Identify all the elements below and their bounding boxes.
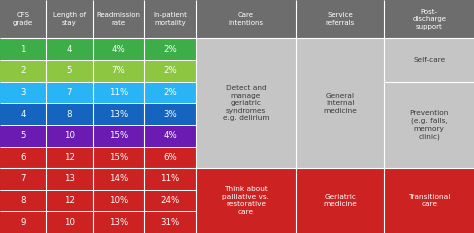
Bar — [144, 190, 196, 211]
Bar — [296, 168, 384, 233]
Text: 4: 4 — [20, 110, 26, 119]
Text: Prevention
(e.g. falls,
memory
clinic): Prevention (e.g. falls, memory clinic) — [410, 110, 449, 140]
Text: 31%: 31% — [161, 218, 180, 227]
Text: 4%: 4% — [163, 131, 177, 140]
Text: 4: 4 — [67, 45, 72, 54]
Bar — [0, 103, 46, 125]
Text: 1: 1 — [20, 45, 26, 54]
Bar — [196, 168, 296, 233]
Bar — [46, 168, 93, 190]
Text: 12: 12 — [64, 153, 75, 162]
Text: 7%: 7% — [111, 66, 126, 75]
Text: 2: 2 — [20, 66, 26, 75]
Text: 15%: 15% — [109, 131, 128, 140]
Bar — [46, 147, 93, 168]
Text: 7: 7 — [20, 175, 26, 183]
Text: 3%: 3% — [163, 110, 177, 119]
Text: 13: 13 — [64, 175, 75, 183]
Bar — [93, 82, 144, 103]
Text: Geriatric
medicine: Geriatric medicine — [323, 194, 357, 207]
Bar — [93, 60, 144, 82]
Bar — [296, 0, 384, 38]
Text: Post-
discharge
support: Post- discharge support — [412, 9, 446, 30]
Bar — [196, 38, 296, 168]
Text: 2%: 2% — [163, 88, 177, 97]
Bar — [144, 168, 196, 190]
Bar — [384, 0, 474, 38]
Bar — [0, 125, 46, 147]
Text: Readmission
rate: Readmission rate — [97, 13, 140, 26]
Text: 11%: 11% — [161, 175, 180, 183]
Bar — [0, 190, 46, 211]
Text: 3: 3 — [20, 88, 26, 97]
Text: 12: 12 — [64, 196, 75, 205]
Text: Length of
stay: Length of stay — [53, 13, 86, 26]
Bar — [46, 82, 93, 103]
Bar — [46, 125, 93, 147]
Text: Care
intentions: Care intentions — [228, 13, 264, 26]
Bar — [93, 190, 144, 211]
Bar — [93, 125, 144, 147]
Bar — [144, 125, 196, 147]
Bar — [0, 38, 46, 60]
Bar — [144, 0, 196, 38]
Bar — [93, 38, 144, 60]
Text: 11%: 11% — [109, 88, 128, 97]
Bar — [384, 168, 474, 233]
Text: 10: 10 — [64, 218, 75, 227]
Text: 9: 9 — [20, 218, 26, 227]
Text: 5: 5 — [67, 66, 72, 75]
Text: 2%: 2% — [163, 66, 177, 75]
Text: 2%: 2% — [163, 45, 177, 54]
Bar — [0, 211, 46, 233]
Text: In-patient
mortality: In-patient mortality — [153, 13, 187, 26]
Text: Service
referrals: Service referrals — [326, 13, 355, 26]
Text: 7: 7 — [67, 88, 72, 97]
Text: 8: 8 — [67, 110, 72, 119]
Text: Detect and
manage
geriatric
syndromes
e.g. delirium: Detect and manage geriatric syndromes e.… — [223, 85, 269, 121]
Bar — [0, 168, 46, 190]
Text: 13%: 13% — [109, 110, 128, 119]
Bar — [144, 103, 196, 125]
Text: 13%: 13% — [109, 218, 128, 227]
Text: 8: 8 — [20, 196, 26, 205]
Text: CFS
grade: CFS grade — [13, 13, 33, 26]
Text: 10%: 10% — [109, 196, 128, 205]
Bar — [144, 60, 196, 82]
Text: Self-care: Self-care — [413, 57, 445, 63]
Text: Think about
palliative vs.
restorative
care: Think about palliative vs. restorative c… — [222, 186, 269, 215]
Bar — [46, 60, 93, 82]
Bar — [144, 82, 196, 103]
Bar — [144, 38, 196, 60]
Bar — [196, 0, 296, 38]
Bar — [144, 211, 196, 233]
Bar — [46, 38, 93, 60]
Bar — [46, 190, 93, 211]
Bar — [93, 103, 144, 125]
Text: 10: 10 — [64, 131, 75, 140]
Bar — [46, 0, 93, 38]
Bar — [0, 60, 46, 82]
Bar — [93, 147, 144, 168]
Text: Transitional
care: Transitional care — [408, 194, 450, 207]
Text: 15%: 15% — [109, 153, 128, 162]
Text: 5: 5 — [20, 131, 26, 140]
Bar — [144, 147, 196, 168]
Text: 4%: 4% — [111, 45, 126, 54]
Bar — [46, 211, 93, 233]
Text: 24%: 24% — [161, 196, 180, 205]
Bar — [93, 211, 144, 233]
Bar — [93, 168, 144, 190]
Bar — [0, 0, 46, 38]
Bar — [0, 82, 46, 103]
Text: General
internal
medicine: General internal medicine — [323, 93, 357, 114]
Bar — [0, 147, 46, 168]
Text: 6: 6 — [20, 153, 26, 162]
Text: 6%: 6% — [163, 153, 177, 162]
Bar — [384, 38, 474, 168]
Bar — [93, 0, 144, 38]
Text: 14%: 14% — [109, 175, 128, 183]
Bar — [296, 38, 384, 168]
Bar — [46, 103, 93, 125]
